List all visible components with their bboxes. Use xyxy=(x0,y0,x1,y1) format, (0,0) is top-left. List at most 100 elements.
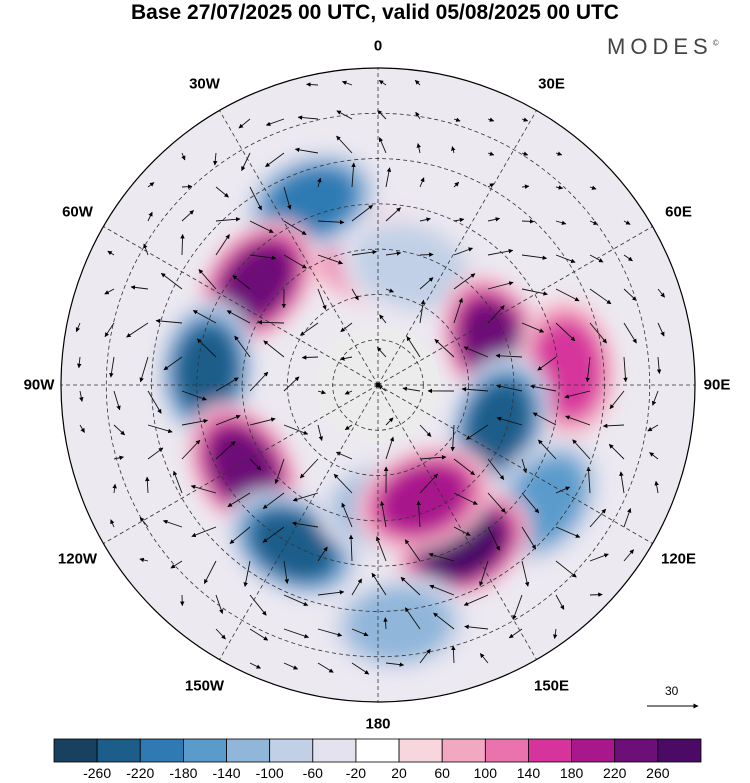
wind-vector xyxy=(487,183,495,188)
wind-vector xyxy=(249,662,261,669)
wind-vector xyxy=(450,424,455,452)
wind-vector xyxy=(385,436,395,460)
lon-label-60e: 60E xyxy=(665,203,692,220)
wind-vector xyxy=(385,251,402,256)
colorbar-swatch xyxy=(528,738,573,763)
wind-vector xyxy=(378,137,387,154)
wind-vector xyxy=(351,249,377,256)
lon-label-30w: 30W xyxy=(189,75,220,93)
wind-vector xyxy=(609,390,625,410)
meridian-line xyxy=(377,226,653,386)
wind-vector xyxy=(419,252,434,257)
wind-vector xyxy=(385,288,394,293)
wind-vector xyxy=(265,152,285,168)
wind-vector xyxy=(317,389,326,395)
wind-vector xyxy=(215,217,241,222)
wind-vector xyxy=(453,458,475,476)
wind-vector xyxy=(487,217,501,222)
wind-vector xyxy=(380,500,387,528)
wind-vector xyxy=(232,275,251,290)
wind-vector xyxy=(249,594,267,616)
wind-vector xyxy=(212,152,218,166)
wind-vector xyxy=(415,111,421,120)
wind-vector xyxy=(147,390,162,414)
wind-vector xyxy=(589,508,607,528)
anomaly-neg-10e xyxy=(338,215,481,319)
colorbar-swatch xyxy=(657,738,702,763)
wind-vector xyxy=(336,135,353,154)
wind-vector xyxy=(162,519,183,528)
wind-vector xyxy=(521,492,540,514)
wind-vector xyxy=(464,624,489,630)
wind-vector xyxy=(262,526,285,543)
wind-vector xyxy=(521,219,535,224)
wind-vector xyxy=(257,320,285,325)
wind-vector xyxy=(107,250,115,256)
wind-vector xyxy=(585,356,591,383)
wind-vector xyxy=(341,80,353,86)
wind-vector xyxy=(181,210,194,222)
wind-vector xyxy=(487,151,495,156)
wind-vector xyxy=(453,117,461,122)
wind-vector xyxy=(203,560,217,584)
wind-vector xyxy=(283,560,289,584)
lon-label-120e: 120E xyxy=(660,550,697,567)
wind-vector xyxy=(301,355,319,360)
meridian-line xyxy=(377,384,537,660)
wind-vector xyxy=(521,117,529,122)
wind-vector xyxy=(344,424,353,431)
wind-vector xyxy=(139,557,149,563)
wind-vector xyxy=(376,346,387,358)
lon-label-120w: 120W xyxy=(57,550,98,567)
wind-vector xyxy=(340,322,353,333)
wind-vector xyxy=(589,185,597,190)
wind-vector xyxy=(155,318,183,324)
wind-vector xyxy=(160,272,183,290)
lon-label-150e: 150E xyxy=(533,677,570,694)
wind-vector xyxy=(283,594,309,606)
colorbar-swatch xyxy=(398,738,443,763)
wind-vector xyxy=(274,458,285,485)
colorbar xyxy=(53,738,702,763)
wind-vector xyxy=(104,322,115,338)
wind-vector xyxy=(428,552,455,562)
colorbar-tick-label: -220 xyxy=(126,765,155,781)
wind-vector xyxy=(249,371,269,392)
wind-vector xyxy=(291,521,319,528)
colorbar-tick-label: 140 xyxy=(516,765,541,781)
lon-label-180: 180 xyxy=(365,715,391,733)
lat-lon-grid xyxy=(61,68,695,702)
wind-vector xyxy=(77,356,82,369)
wind-vector xyxy=(283,254,307,269)
wind-vector xyxy=(249,458,262,471)
wind-vector xyxy=(249,220,274,233)
wind-vector xyxy=(429,584,455,596)
wind-vector xyxy=(173,470,183,494)
colorbar-swatch xyxy=(139,738,184,763)
wind-vector xyxy=(249,417,276,426)
wind-vector xyxy=(657,322,665,337)
wind-vector xyxy=(419,455,447,460)
wind-vector xyxy=(263,340,285,358)
wind-vector xyxy=(400,576,421,596)
wind-vector xyxy=(139,356,149,383)
colorbar-tick-label: 220 xyxy=(603,765,627,781)
copyright-mark: © xyxy=(712,38,719,48)
wind-vector xyxy=(555,594,565,610)
wind-vector xyxy=(623,322,637,344)
wind-vector xyxy=(453,247,474,256)
wind-vector xyxy=(552,628,558,639)
wind-vector xyxy=(351,628,369,637)
modes-logo: MODES© xyxy=(607,34,719,60)
wind-vector xyxy=(283,376,300,392)
wind-vector xyxy=(147,424,173,434)
wind-vector xyxy=(463,594,489,606)
wind-vector xyxy=(215,628,226,640)
wind-vector xyxy=(623,356,628,383)
wind-vector xyxy=(623,288,637,301)
colorbar-swatch xyxy=(441,738,486,763)
wind-vector xyxy=(647,424,659,432)
wind-vector xyxy=(555,254,576,263)
colorbar-tick-label: -100 xyxy=(255,765,284,781)
wind-vector xyxy=(479,560,489,587)
